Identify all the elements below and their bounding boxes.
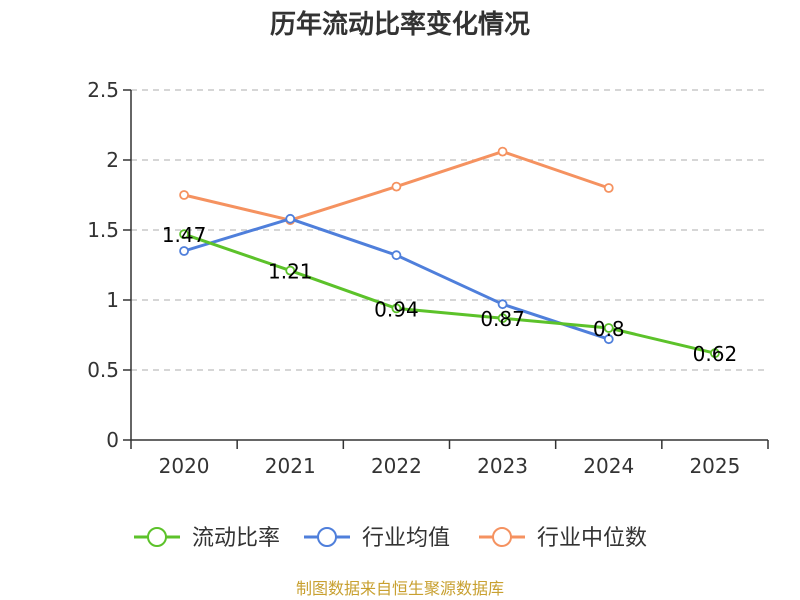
data-label: 1.47	[162, 223, 207, 247]
data-labels: 1.47 1.21 0.94 0.87 0.8 0.62	[162, 223, 737, 366]
data-label: 0.87	[480, 307, 525, 331]
y-tick-label: 1.5	[87, 218, 119, 242]
legend-label: 行业中位数	[537, 526, 647, 551]
data-label: 0.94	[374, 297, 419, 321]
y-tick-label: 1	[106, 288, 119, 312]
y-tick-label: 2	[106, 148, 119, 172]
data-label: 1.21	[268, 260, 313, 284]
legend: 流动比率 行业均值 行业中位数	[134, 526, 647, 551]
x-tick-label: 2023	[477, 454, 528, 478]
data-point	[179, 229, 189, 240]
data-point	[603, 323, 614, 333]
data-point	[285, 265, 296, 276]
x-tick-label: 2024	[583, 454, 634, 478]
legend-marker	[492, 527, 512, 547]
chart-title: 历年流动比率变化情况	[270, 9, 530, 40]
legend-item-2: 行业中位数	[479, 526, 647, 551]
data-point	[179, 246, 189, 256]
x-tick-label: 2022	[371, 454, 422, 478]
x-tick-label: 2025	[689, 454, 740, 478]
axes: 0 0.5 1 1.5 2 2.5 2020 2021 2022 2023 2024 2025	[87, 78, 769, 478]
legend-marker	[317, 527, 337, 547]
x-tick-label: 2021	[265, 454, 316, 478]
legend-item-1: 行业均值	[304, 526, 450, 551]
y-tick-label: 2.5	[87, 78, 119, 102]
series-layer	[179, 146, 720, 359]
data-point	[497, 299, 508, 310]
data-point	[391, 181, 402, 192]
data-point	[710, 348, 720, 359]
legend-label: 行业均值	[362, 526, 450, 551]
data-point	[497, 313, 508, 324]
source-note: 制图数据来自恒生聚源数据库	[296, 579, 504, 598]
data-point	[603, 334, 614, 345]
data-label: 0.62	[693, 342, 738, 366]
data-point	[285, 213, 296, 224]
data-point	[603, 183, 614, 193]
data-label: 0.8	[593, 317, 625, 341]
x-tick-label: 2020	[159, 454, 210, 478]
data-point	[497, 146, 508, 157]
legend-marker	[147, 527, 167, 547]
series-line	[183, 232, 716, 355]
series-2	[179, 146, 614, 226]
y-tick-label: 0.5	[87, 358, 119, 382]
series-0	[179, 229, 720, 359]
data-point	[391, 250, 402, 261]
data-point	[391, 303, 402, 314]
legend-item-0: 流动比率	[134, 526, 280, 551]
y-tick-label: 0	[106, 428, 119, 452]
series-1	[179, 213, 614, 345]
grid-lines	[131, 89, 768, 371]
data-point	[179, 190, 189, 200]
legend-label: 流动比率	[192, 526, 280, 551]
